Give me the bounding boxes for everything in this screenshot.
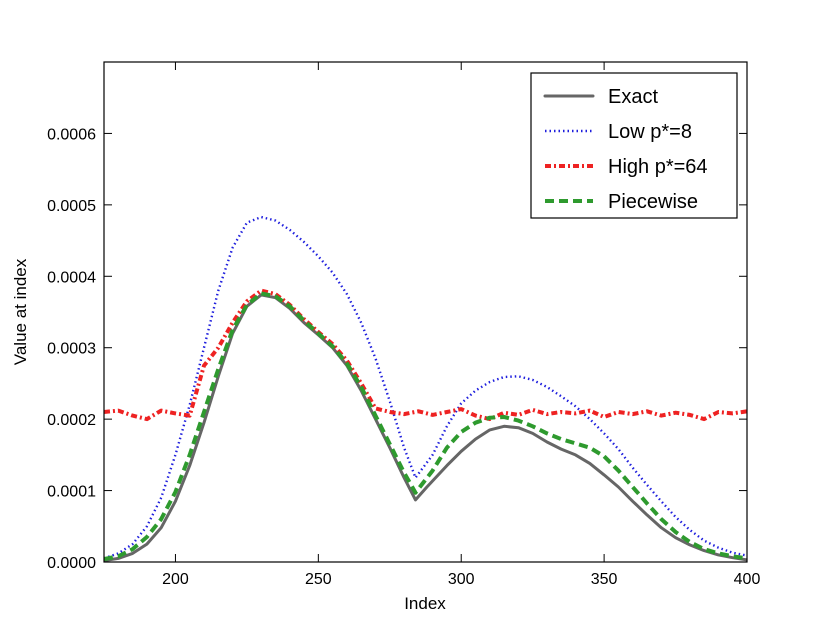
- series-line-0: [104, 293, 747, 562]
- x-axis-label: Index: [404, 594, 446, 613]
- plot-frame: [103, 61, 748, 563]
- x-tick-label: 200: [162, 571, 189, 588]
- legend-label-2: High p*=64: [608, 156, 708, 178]
- x-tick-label: 350: [591, 571, 618, 588]
- x-axis: 200 250 300 350 400: [162, 62, 760, 588]
- x-tick-label: 400: [734, 571, 761, 588]
- plot-area: [103, 61, 748, 563]
- y-tick-label: 0.0000: [47, 555, 96, 572]
- legend-label-3: Piecewise: [608, 191, 698, 213]
- y-tick-label: 0.0001: [47, 484, 96, 501]
- x-tick-label: 300: [448, 571, 475, 588]
- y-tick-label: 0.0004: [47, 269, 96, 286]
- series-layer: [104, 215, 747, 562]
- y-axis: 0.0000 0.0001 0.0002 0.0003 0.0004 0.0005 0.00…: [47, 126, 747, 572]
- x-tick-label: 250: [305, 571, 332, 588]
- legend-label-1: Low p*=8: [608, 121, 692, 143]
- y-tick-label: 0.0005: [47, 198, 96, 215]
- y-tick-label: 0.0006: [47, 126, 96, 143]
- y-tick-label: 0.0003: [47, 341, 96, 358]
- legend: Exact Low p*=8 High p*=64 Piecewise: [530, 72, 738, 219]
- series-line-2: [104, 288, 747, 422]
- y-tick-label: 0.0002: [47, 412, 96, 429]
- y-axis-label: Value at index: [11, 258, 30, 365]
- series-line-3: [104, 291, 747, 562]
- series-line-1: [104, 215, 747, 560]
- legend-label-0: Exact: [608, 86, 658, 108]
